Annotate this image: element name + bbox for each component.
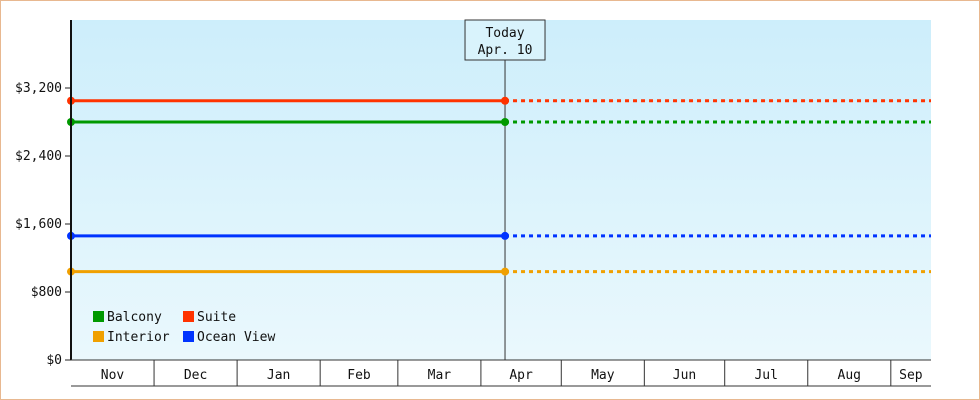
series-point-today	[501, 267, 510, 276]
legend-swatch	[183, 331, 194, 342]
x-tick-label: Jan	[267, 368, 290, 383]
legend-label: Suite	[197, 310, 236, 325]
legend-label: Balcony	[107, 310, 162, 325]
x-tick-label: Jun	[673, 368, 696, 383]
legend-swatch	[183, 311, 194, 322]
x-tick-label: Apr	[509, 368, 533, 383]
legend-swatch	[93, 331, 104, 342]
today-title: Today	[485, 26, 524, 41]
series-point-today	[501, 96, 510, 105]
y-tick-label: $800	[31, 285, 62, 300]
x-tick-label: Dec	[184, 368, 207, 383]
x-tick-label: Feb	[347, 368, 371, 383]
today-box	[464, 19, 546, 61]
legend-label: Interior	[107, 330, 170, 345]
today-date: Apr. 10	[478, 43, 533, 58]
y-tick-label: $0	[46, 353, 62, 368]
x-tick-label: Nov	[101, 368, 125, 383]
plot-background	[71, 20, 931, 360]
y-tick-label: $2,400	[15, 149, 62, 164]
x-tick-label: Aug	[838, 368, 861, 383]
legend-swatch	[93, 311, 104, 322]
x-tick-label: May	[591, 368, 615, 383]
y-tick-label: $3,200	[15, 81, 62, 96]
y-tick-label: $1,600	[15, 217, 62, 232]
legend-label: Ocean View	[197, 330, 275, 345]
series-point-today	[501, 118, 510, 126]
x-tick-label: Mar	[428, 368, 452, 383]
x-tick-label: Sep	[899, 368, 923, 383]
x-tick-label: Jul	[754, 368, 777, 383]
series-point-today	[501, 231, 510, 240]
